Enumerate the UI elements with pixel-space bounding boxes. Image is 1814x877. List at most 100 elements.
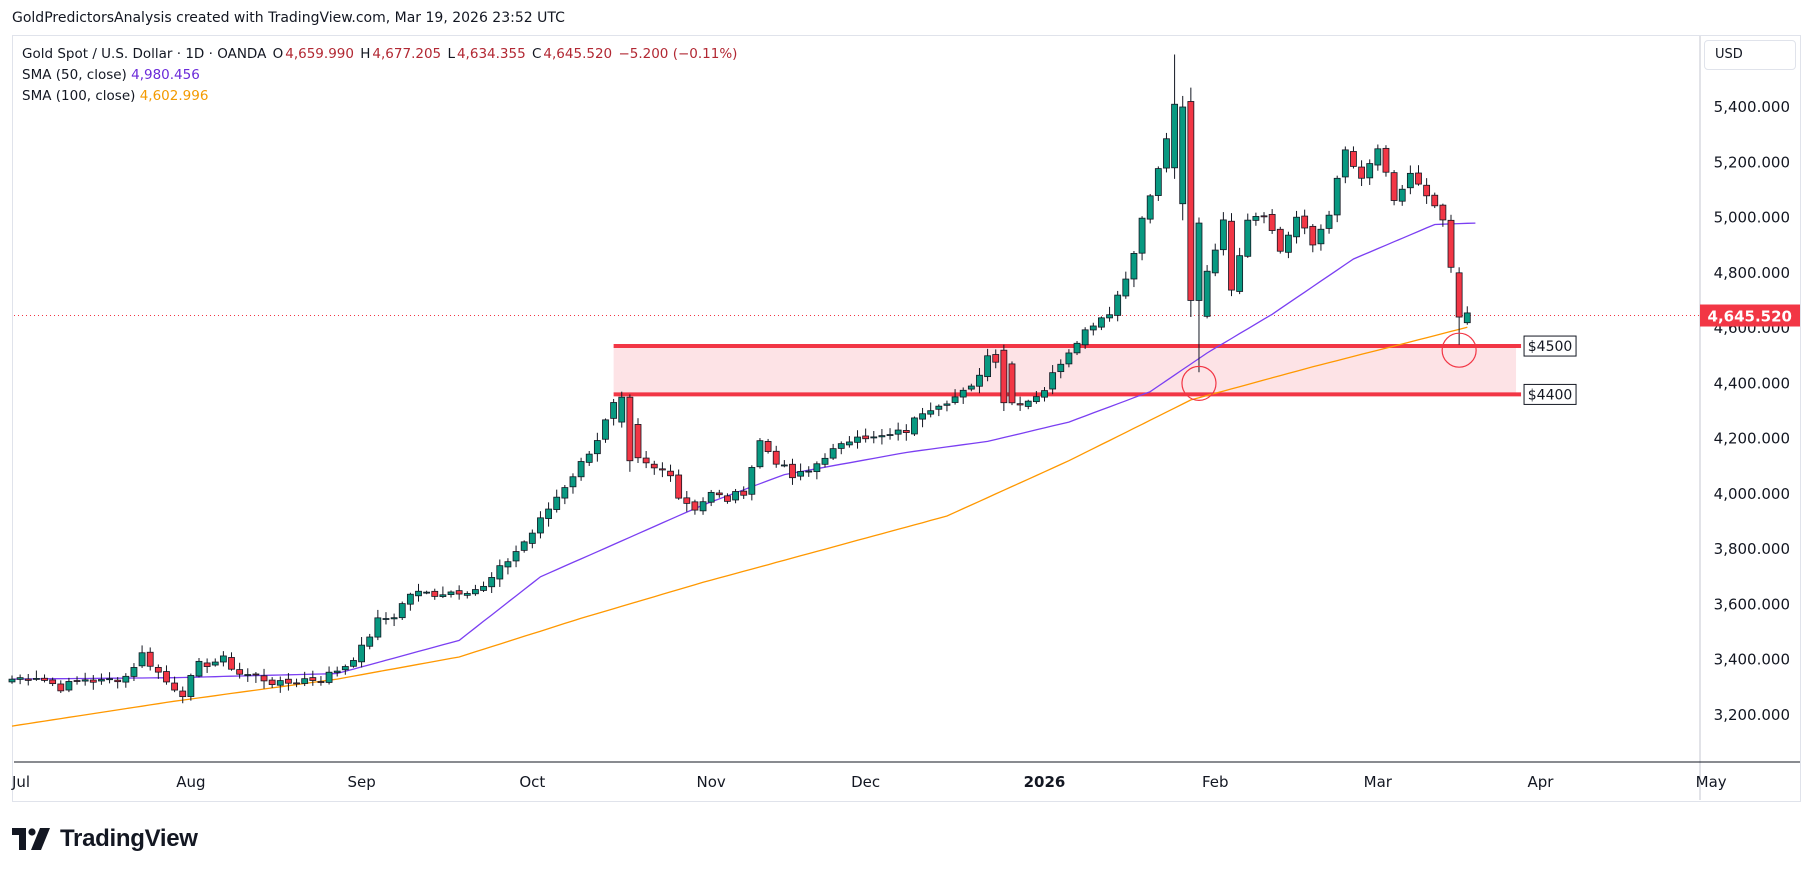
high-label: H [360, 46, 371, 62]
candle-body [512, 551, 520, 562]
candle-body [886, 434, 894, 436]
sma50-row[interactable]: SMA (50, close) 4,980.456 [22, 65, 737, 86]
candle-body [390, 617, 398, 620]
candle-body [187, 675, 195, 697]
candle-body [1211, 249, 1219, 274]
zone-label-box-1 [1523, 383, 1577, 405]
candle-body [1187, 101, 1195, 301]
candle-body [1350, 151, 1357, 167]
candle-body [829, 448, 837, 459]
candle-body [1439, 204, 1447, 221]
candle-body [65, 681, 73, 691]
candle-body [943, 403, 951, 406]
x-tick-label: Feb [1202, 773, 1229, 791]
candle-body [935, 405, 943, 410]
candle-body [236, 669, 244, 675]
candle-body [1114, 294, 1122, 316]
candle-body [146, 651, 154, 667]
candle-body [114, 679, 122, 683]
candle-body [1382, 147, 1390, 173]
candle-body [260, 675, 268, 682]
candle-body [520, 541, 528, 551]
candle-body [195, 660, 203, 677]
candle-body [1171, 103, 1178, 169]
candle-body [854, 436, 861, 443]
low-value: 4,634.355 [456, 46, 526, 62]
high-value: 4,677.205 [372, 46, 442, 62]
candle-body [276, 680, 284, 686]
candle-body [1423, 184, 1431, 197]
open-label: O [272, 46, 284, 62]
y-tick-label: 5,200.000 [1714, 153, 1790, 171]
support-zone-layer [613, 344, 1522, 397]
candle-body [927, 410, 935, 415]
candle-body [1244, 219, 1252, 257]
candle-body [1163, 138, 1170, 169]
candle-body [1154, 168, 1162, 196]
candle-body [1106, 314, 1113, 319]
low-label: L [447, 46, 455, 62]
candle-body [821, 457, 829, 465]
candle-body [268, 679, 276, 685]
candle-body [691, 501, 699, 511]
candle-body [439, 594, 447, 597]
sma50-label: SMA (50, close) [22, 67, 127, 83]
candle-body [1455, 272, 1463, 318]
tradingview-logo[interactable]: TradingView [12, 825, 198, 853]
overlay-layer: $4500 $4400 [1181, 332, 1577, 405]
candle-body [1431, 194, 1439, 207]
candle-body [951, 396, 959, 403]
candle-body [203, 662, 211, 667]
candle-body [659, 468, 666, 471]
sma100-row[interactable]: SMA (100, close) 4,602.996 [22, 86, 737, 107]
candle-body [919, 413, 926, 420]
candle-body [610, 402, 618, 419]
candle-body [650, 463, 658, 469]
candle-body [1325, 214, 1333, 229]
sma100-value: 4,602.996 [139, 88, 209, 104]
candle-body [98, 679, 105, 682]
candle-body [1341, 149, 1349, 178]
y-tick-label: 4,400.000 [1714, 374, 1790, 392]
sma50-line [11, 222, 1476, 680]
candle-body [301, 678, 309, 684]
candle-body [455, 590, 463, 595]
candle-body [602, 419, 609, 440]
candle-body [1065, 352, 1073, 365]
candle-body [618, 396, 626, 423]
sma100-line [11, 326, 1468, 727]
candle-body [81, 679, 89, 682]
candle-body [171, 682, 179, 691]
candle-body [49, 679, 57, 685]
open-value: 4,659.990 [285, 46, 354, 62]
candle-layer [8, 54, 1471, 704]
candle-body [1138, 217, 1146, 254]
candle-body [447, 591, 455, 595]
zone-label-0: $4500 [1528, 339, 1573, 355]
candle-body [1024, 400, 1032, 407]
candle-body [8, 678, 16, 683]
candle-body [106, 678, 113, 681]
candle-body [211, 661, 219, 666]
candle-body [732, 491, 739, 501]
candle-body [463, 593, 471, 596]
candle-body [675, 474, 683, 499]
candle-body [423, 591, 431, 594]
candle-body [1236, 255, 1244, 292]
x-tick-label: Mar [1364, 773, 1393, 791]
candle-body [1081, 329, 1089, 346]
candle-body [1268, 213, 1276, 231]
candle-body [1333, 177, 1341, 216]
currency-button[interactable]: USD [1704, 40, 1796, 70]
candle-body [1203, 270, 1211, 317]
candle-body [219, 655, 227, 663]
candle-body [805, 470, 813, 473]
y-tick-label: 4,800.000 [1714, 264, 1790, 282]
candle-body [1293, 216, 1300, 238]
x-tick-label: Jul [11, 773, 30, 791]
close-label: C [531, 46, 542, 62]
candle-body [1032, 396, 1040, 403]
candle-body [1098, 317, 1105, 328]
y-tick-label: 4,200.000 [1714, 430, 1790, 448]
